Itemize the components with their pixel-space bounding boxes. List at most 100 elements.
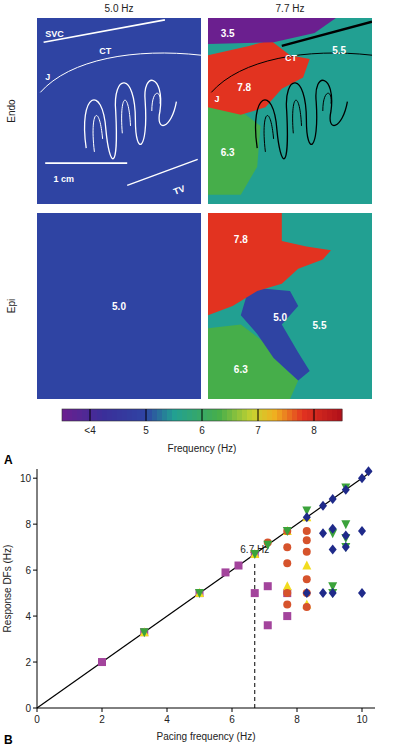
data-point <box>303 603 311 611</box>
data-point <box>283 581 292 590</box>
colorbar-cell <box>132 409 137 421</box>
data-point <box>329 524 337 534</box>
data-point <box>319 501 327 511</box>
x-tick <box>362 708 363 712</box>
colorbar-cell <box>297 409 302 421</box>
data-point <box>328 589 337 598</box>
colorbar-tick-label: 6 <box>199 425 205 436</box>
data-point <box>303 575 311 583</box>
colorbar-cell <box>112 409 117 421</box>
colorbar-tick-label: 7 <box>255 425 261 436</box>
colorbar-cell <box>187 409 192 421</box>
data-point <box>140 628 149 637</box>
y-tick-label: 2 <box>25 657 31 668</box>
colorbar-cell <box>232 409 237 421</box>
colorbar-cell <box>137 409 142 421</box>
figure: 5.0 Hz7.7 HzEndoEpiSVCCTJ1 cmTV5.56.37.8… <box>0 0 396 750</box>
colorbar-cell <box>107 409 112 421</box>
frequency-region <box>208 213 331 315</box>
frequency-region <box>208 213 372 399</box>
y-tick <box>33 478 37 479</box>
anatomy-label: J <box>215 94 220 104</box>
data-point <box>358 473 366 483</box>
colorbar-cell <box>142 409 147 421</box>
identity-line <box>37 471 372 708</box>
data-point <box>358 588 366 598</box>
colorbar-cell <box>267 409 272 421</box>
colorbar-cell <box>327 409 332 421</box>
data-point <box>283 527 291 535</box>
colorbar-cell <box>87 409 92 421</box>
colorbar-cell <box>322 409 327 421</box>
ct-curve <box>40 53 201 92</box>
data-point <box>341 520 350 529</box>
panel-letter: A <box>4 453 13 467</box>
colorbar-cell <box>77 409 82 421</box>
frequency-region <box>208 18 372 204</box>
y-tick-label: 4 <box>25 611 31 622</box>
x-tick-label: 10 <box>356 714 368 725</box>
y-tick <box>33 616 37 617</box>
frequency-region <box>37 213 201 399</box>
x-axis <box>37 708 375 709</box>
pectinate-outline <box>85 80 177 158</box>
data-point <box>283 589 291 597</box>
colorbar-cell <box>282 409 287 421</box>
colorbar-cell <box>67 409 72 421</box>
data-point <box>342 531 350 541</box>
data-point <box>303 548 311 556</box>
colorbar-cell <box>127 409 132 421</box>
map <box>208 18 372 204</box>
data-point <box>358 526 366 536</box>
region-label: 7.8 <box>237 82 251 93</box>
data-point <box>283 526 292 535</box>
y-axis-label: Response DFs (Hz) <box>2 545 13 633</box>
colorbar-tick <box>258 409 259 421</box>
frequency-region <box>208 40 310 114</box>
anatomy-label: CT <box>99 46 111 56</box>
colorbar-cell <box>212 409 217 421</box>
svc-outline <box>44 20 165 42</box>
x-tick-label: 0 <box>34 714 40 725</box>
data-point <box>235 562 243 570</box>
y-tick-label: 10 <box>20 473 32 484</box>
data-point <box>303 512 311 522</box>
x-tick-label: 4 <box>164 714 170 725</box>
x-tick-label: 6 <box>229 714 235 725</box>
data-point <box>283 612 291 620</box>
data-point <box>250 549 259 558</box>
region-label: 6.3 <box>234 364 248 375</box>
x-tick <box>37 708 38 712</box>
colorbar-cell <box>242 409 247 421</box>
tv-outline <box>127 159 198 185</box>
colorbar-cell <box>192 409 197 421</box>
anatomy-label: CT <box>285 53 297 63</box>
y-tick <box>33 570 37 571</box>
colorbar-cell <box>217 409 222 421</box>
colorbar-tick <box>146 409 147 421</box>
colorbar-tick <box>90 409 91 421</box>
column-label: 5.0 Hz <box>105 3 134 14</box>
y-tick <box>33 662 37 663</box>
x-axis-label: Pacing frequency (Hz) <box>157 731 256 742</box>
data-point <box>195 588 204 597</box>
colorbar-cell <box>237 409 242 421</box>
row-label: Endo <box>6 99 17 123</box>
data-point <box>365 466 373 476</box>
colorbar-cell <box>167 409 172 421</box>
threshold-line <box>254 561 255 708</box>
map <box>37 213 201 399</box>
y-tick-label: 8 <box>25 519 31 530</box>
data-point <box>341 543 350 552</box>
data-point <box>303 527 311 535</box>
colorbar-cell <box>272 409 277 421</box>
data-point <box>195 589 204 598</box>
colorbar-cell <box>312 409 317 421</box>
data-point <box>283 527 292 536</box>
colorbar-cell <box>307 409 312 421</box>
colorbar-cell <box>72 409 77 421</box>
data-point <box>222 568 230 576</box>
data-point <box>319 588 327 598</box>
colorbar-cell <box>177 409 182 421</box>
data-point <box>303 536 311 544</box>
